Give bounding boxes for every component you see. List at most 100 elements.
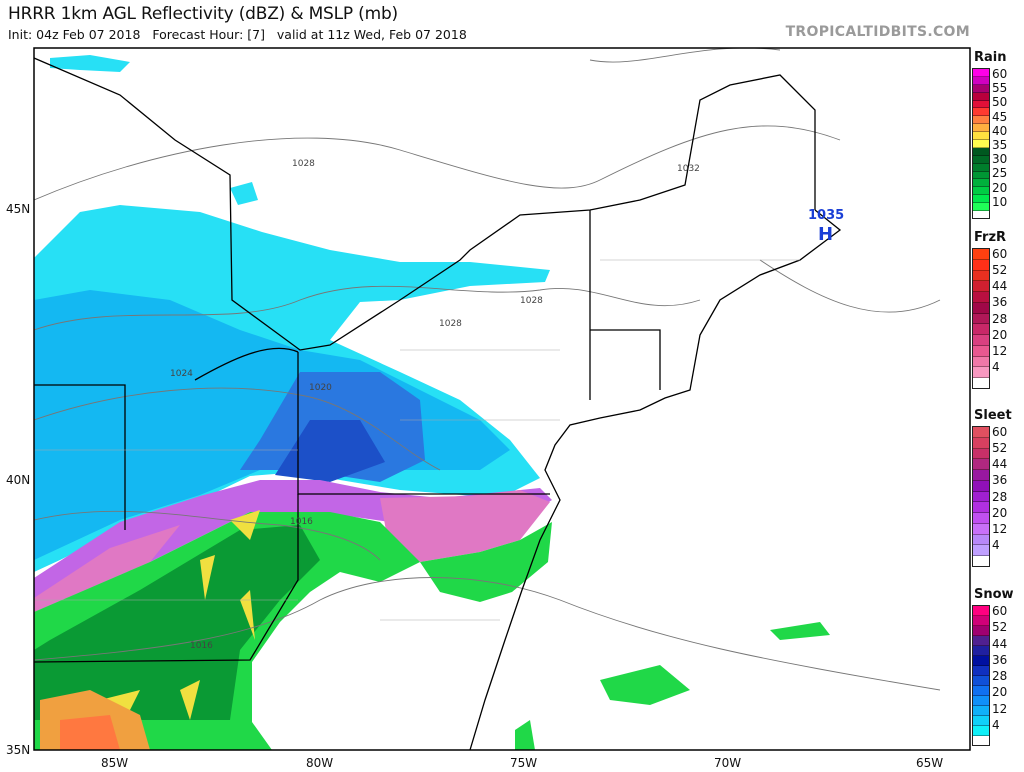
legend-label: 28: [992, 311, 1008, 326]
map-title: HRRR 1km AGL Reflectivity (dBZ) & MSLP (…: [8, 4, 398, 24]
legend-swatch: [973, 187, 989, 196]
legend-label: 28: [992, 669, 1008, 683]
high-pressure-value: 1035: [808, 208, 845, 223]
legend-label: 55: [992, 81, 1008, 96]
legend-swatch: [973, 259, 989, 271]
legend-label: 44: [992, 457, 1008, 472]
coastline: [469, 209, 842, 750]
legend-swatch: [973, 356, 989, 368]
legend-swatch: [973, 646, 989, 656]
legend-swatch: [973, 163, 989, 172]
legend-swatch: [973, 76, 989, 85]
legend-swatch: [973, 556, 989, 566]
legend-swatch: [973, 459, 989, 471]
legend-swatch: [973, 656, 989, 666]
legend-swatch: [973, 616, 989, 626]
lon-label: 80W: [306, 756, 334, 770]
legend-swatch: [973, 626, 989, 636]
legend-swatch: [973, 302, 989, 314]
legend-label: 52: [992, 620, 1008, 635]
legend-swatch: [973, 124, 989, 133]
legend-label: 28: [992, 489, 1008, 504]
legend-title: Sleet: [974, 408, 1012, 423]
legend-swatch: [973, 523, 989, 535]
legend-label: 36: [992, 652, 1008, 667]
legend-label: 20: [992, 505, 1008, 520]
lat-label: 35N: [6, 743, 31, 757]
freezing-rain-patch: [380, 490, 550, 562]
legend-swatch: [973, 203, 989, 212]
legend-swatch: [973, 491, 989, 503]
map-subtitle: Init: 04z Feb 07 2018 Forecast Hour: [7]…: [8, 27, 467, 42]
legend-label: 40: [992, 123, 1008, 138]
legend-label: 4: [992, 538, 1000, 553]
legend-swatch: [973, 292, 989, 303]
legend-label: 20: [992, 327, 1008, 342]
legend-swatch: [973, 345, 989, 357]
legend-swatch: [973, 686, 989, 696]
lat-label: 45N: [6, 202, 31, 216]
legend-swatch: [973, 313, 989, 325]
legend-swatch: [973, 676, 989, 686]
legend-label: 10: [992, 194, 1008, 209]
snow-band-north: [50, 55, 130, 72]
legend-sleet: Sleet 60 52 44 36 28 20 12 4: [972, 408, 1024, 567]
legend-label: 20: [992, 685, 1008, 700]
legend-label: 44: [992, 636, 1008, 651]
legend-label: 60: [992, 604, 1008, 618]
legend-label: 36: [992, 473, 1008, 488]
legend-swatch: [973, 140, 989, 148]
brand-watermark: TROPICALTIDBITS.COM: [785, 24, 970, 40]
legend-title: Snow: [974, 587, 1014, 602]
legend-label: 12: [992, 701, 1008, 716]
legend-label: 4: [992, 717, 1000, 732]
legend-swatch: [973, 116, 989, 125]
isobar-label: 1028: [439, 319, 462, 329]
legend-swatch: [973, 636, 989, 646]
legend-swatch: [973, 448, 989, 460]
legend-label: 12: [992, 521, 1008, 536]
canada-border: [34, 57, 816, 351]
legend-swatch: [973, 92, 989, 101]
legend-swatch: [973, 84, 989, 93]
legend-swatch: [973, 69, 989, 77]
legend-label: 30: [992, 152, 1008, 167]
legend-swatch: [973, 470, 989, 481]
legend-swatch: [973, 706, 989, 716]
lon-label: 70W: [714, 756, 742, 770]
legend-swatch: [973, 666, 989, 676]
legend-label: 25: [992, 166, 1008, 181]
legend-swatch: [973, 696, 989, 706]
legend-swatch: [973, 155, 989, 164]
isobar-label: 1020: [309, 383, 332, 393]
isobar-label: 1024: [170, 369, 193, 379]
legend-label: 60: [992, 247, 1008, 261]
legend-swatch: [973, 513, 989, 524]
rain-area-moderate: [34, 525, 320, 720]
legend-label: 52: [992, 263, 1008, 278]
isobar-label: 1028: [292, 159, 315, 169]
legend-swatch: [973, 545, 989, 557]
isobar-label: 1016: [190, 641, 213, 651]
lon-label: 75W: [510, 756, 538, 770]
legend-label: 35: [992, 138, 1008, 153]
legend-swatch: [973, 324, 989, 336]
legend-label: 60: [992, 425, 1008, 439]
legend-swatch: [973, 367, 989, 379]
legend-label: 44: [992, 279, 1008, 294]
legend-title: Rain: [974, 50, 1007, 65]
legend-swatch: [973, 502, 989, 514]
legend-label: 20: [992, 180, 1008, 195]
legend-swatch: [973, 171, 989, 180]
legend-swatch: [973, 726, 989, 736]
legend-swatch: [973, 716, 989, 726]
legend-swatch: [973, 249, 989, 260]
legend-label: 12: [992, 343, 1008, 358]
isobar-label: 1028: [520, 296, 543, 306]
legend-label: 60: [992, 67, 1008, 81]
legend-swatch: [973, 606, 989, 616]
legend-swatch: [973, 437, 989, 449]
legend-swatch: [973, 335, 989, 346]
legend-title: FrzR: [974, 230, 1007, 245]
legend-swatch: [973, 195, 989, 204]
